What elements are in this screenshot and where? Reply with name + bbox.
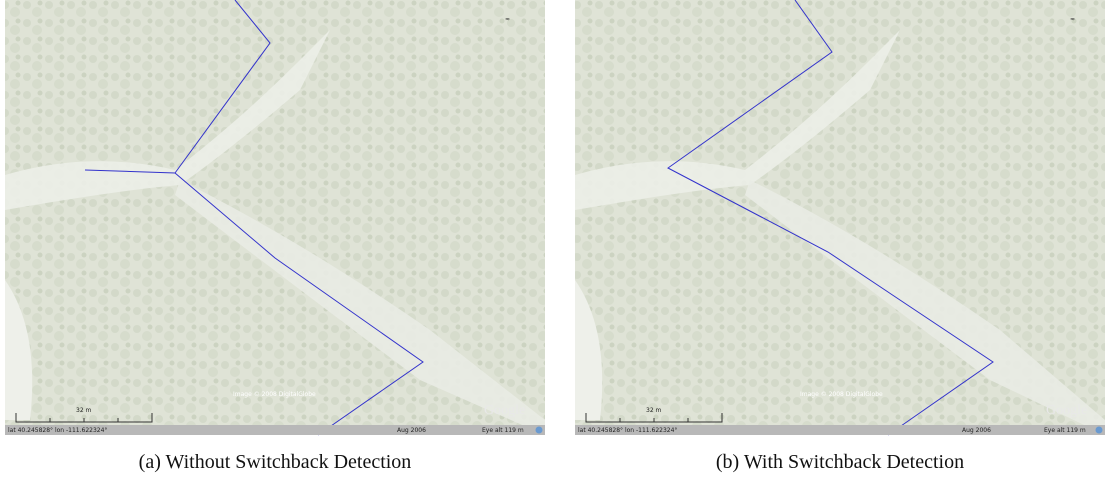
north-marker: ≈	[505, 16, 510, 23]
status-date: Aug 2006	[397, 427, 426, 434]
logo: Google	[1046, 403, 1087, 418]
scale-label: 32 m	[646, 407, 662, 414]
attribution: Image © 2008 DigitalGlobe	[233, 391, 316, 398]
scale-label: 32 m	[76, 407, 92, 414]
figure: ≈ Image © 2008 DigitalGlobe 32 m Google …	[0, 0, 1107, 479]
map-panel-b: ≈ Image © 2008 DigitalGlobe 32 m Google …	[575, 0, 1105, 473]
status-date: Aug 2006	[962, 427, 991, 434]
status-eye-alt: Eye alt 119 m	[482, 427, 524, 434]
status-icon	[536, 427, 543, 434]
logo: Google	[484, 403, 525, 418]
status-position: lat 40.245828° lon -111.622324°	[578, 427, 677, 434]
status-icon	[1096, 427, 1103, 434]
caption: (a) Without Switchback Detection	[139, 451, 412, 473]
caption: (b) With Switchback Detection	[716, 451, 964, 473]
north-marker: ≈	[1070, 16, 1075, 23]
map-panel-a: ≈ Image © 2008 DigitalGlobe 32 m Google …	[5, 0, 545, 473]
status-position: lat 40.245828° lon -111.622324°	[8, 427, 107, 434]
attribution: Image © 2008 DigitalGlobe	[800, 391, 883, 398]
status-eye-alt: Eye alt 119 m	[1044, 427, 1086, 434]
